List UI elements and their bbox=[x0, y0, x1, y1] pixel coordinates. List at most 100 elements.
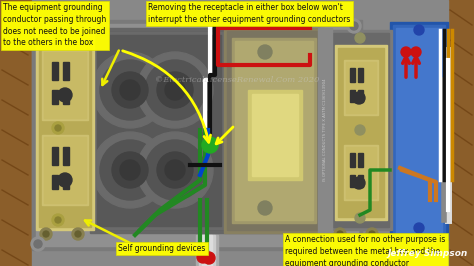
Bar bbox=[232, 38, 316, 223]
Bar bbox=[235, 41, 313, 220]
Bar bbox=[90, 28, 320, 233]
Bar bbox=[63, 62, 69, 80]
Bar bbox=[44, 137, 86, 203]
Circle shape bbox=[165, 80, 185, 100]
Bar bbox=[350, 90, 355, 102]
Bar bbox=[52, 175, 58, 189]
Text: Removing the receptacle in either box below won't
interrupt the other equipment : Removing the receptacle in either box be… bbox=[148, 3, 350, 24]
Text: The equipment grounding
conductor passing through
does not need to be joined
to : The equipment grounding conductor passin… bbox=[3, 3, 106, 47]
Bar bbox=[44, 52, 86, 118]
Circle shape bbox=[75, 231, 81, 237]
Circle shape bbox=[55, 33, 61, 39]
Bar bbox=[42, 50, 88, 120]
Circle shape bbox=[258, 201, 272, 215]
Bar bbox=[252, 94, 298, 176]
FancyArrowPatch shape bbox=[123, 51, 210, 142]
Bar bbox=[52, 62, 58, 80]
Bar bbox=[199, 235, 215, 266]
Circle shape bbox=[31, 19, 45, 33]
Circle shape bbox=[414, 25, 424, 35]
Circle shape bbox=[55, 217, 61, 223]
Bar bbox=[0, 0, 32, 266]
Bar bbox=[63, 175, 69, 189]
Bar bbox=[346, 62, 376, 113]
Circle shape bbox=[72, 228, 84, 240]
Circle shape bbox=[34, 240, 42, 248]
Text: ©ElectricalLicenseRenewal.Com 2020: ©ElectricalLicenseRenewal.Com 2020 bbox=[155, 76, 319, 84]
Text: Jeffrey Simpson: Jeffrey Simpson bbox=[388, 249, 468, 258]
Circle shape bbox=[369, 231, 375, 237]
Bar bbox=[202, 235, 212, 266]
Bar bbox=[390, 22, 448, 240]
Bar bbox=[344, 60, 378, 115]
Circle shape bbox=[355, 33, 365, 43]
Bar bbox=[358, 153, 363, 167]
Circle shape bbox=[92, 52, 168, 128]
Bar bbox=[39, 33, 91, 227]
Circle shape bbox=[411, 47, 421, 57]
Circle shape bbox=[52, 30, 64, 42]
Bar bbox=[350, 68, 355, 82]
Bar bbox=[248, 90, 302, 180]
Circle shape bbox=[353, 177, 365, 189]
Bar bbox=[448, 0, 474, 266]
Circle shape bbox=[401, 47, 411, 57]
Bar bbox=[330, 30, 392, 230]
Bar bbox=[36, 30, 94, 230]
Bar bbox=[350, 153, 355, 167]
Bar bbox=[32, 0, 448, 266]
Bar bbox=[318, 28, 332, 233]
Circle shape bbox=[197, 251, 209, 263]
Bar bbox=[346, 147, 376, 198]
Bar bbox=[338, 48, 384, 217]
Bar bbox=[94, 32, 316, 229]
Circle shape bbox=[157, 72, 193, 108]
Circle shape bbox=[40, 228, 52, 240]
Bar bbox=[52, 90, 58, 104]
Bar bbox=[227, 31, 321, 230]
Circle shape bbox=[100, 140, 160, 200]
Bar bbox=[335, 45, 387, 220]
Bar bbox=[358, 68, 363, 82]
Circle shape bbox=[334, 228, 346, 240]
Bar bbox=[42, 135, 88, 205]
Bar bbox=[344, 145, 378, 200]
Circle shape bbox=[52, 122, 64, 134]
Circle shape bbox=[137, 132, 213, 208]
Bar bbox=[358, 175, 363, 187]
Bar bbox=[196, 235, 218, 266]
Bar bbox=[97, 35, 221, 226]
Bar bbox=[224, 28, 324, 233]
Circle shape bbox=[112, 72, 148, 108]
Circle shape bbox=[202, 137, 218, 153]
Circle shape bbox=[43, 231, 49, 237]
Circle shape bbox=[355, 213, 365, 223]
Circle shape bbox=[120, 80, 140, 100]
Bar bbox=[350, 175, 355, 187]
Circle shape bbox=[145, 60, 205, 120]
Bar bbox=[32, 20, 362, 250]
Circle shape bbox=[55, 125, 61, 131]
Circle shape bbox=[120, 160, 140, 180]
Circle shape bbox=[100, 60, 160, 120]
Circle shape bbox=[258, 45, 272, 59]
Circle shape bbox=[145, 140, 205, 200]
Circle shape bbox=[347, 237, 361, 251]
Text: IS OPTIONAL CONDUCTS TYPE X ASTM C1369/13904: IS OPTIONAL CONDUCTS TYPE X ASTM C1369/1… bbox=[323, 79, 327, 181]
Bar bbox=[358, 90, 363, 102]
Circle shape bbox=[157, 152, 193, 188]
Bar bbox=[36, 24, 358, 246]
Circle shape bbox=[203, 252, 215, 264]
Circle shape bbox=[165, 160, 185, 180]
Circle shape bbox=[337, 231, 343, 237]
Circle shape bbox=[353, 92, 365, 104]
Bar bbox=[396, 28, 442, 234]
Circle shape bbox=[350, 22, 358, 30]
Circle shape bbox=[355, 125, 365, 135]
Bar bbox=[52, 147, 58, 165]
Bar bbox=[94, 32, 224, 229]
Bar bbox=[63, 90, 69, 104]
Circle shape bbox=[137, 52, 213, 128]
Bar bbox=[333, 33, 389, 227]
Circle shape bbox=[347, 19, 361, 33]
